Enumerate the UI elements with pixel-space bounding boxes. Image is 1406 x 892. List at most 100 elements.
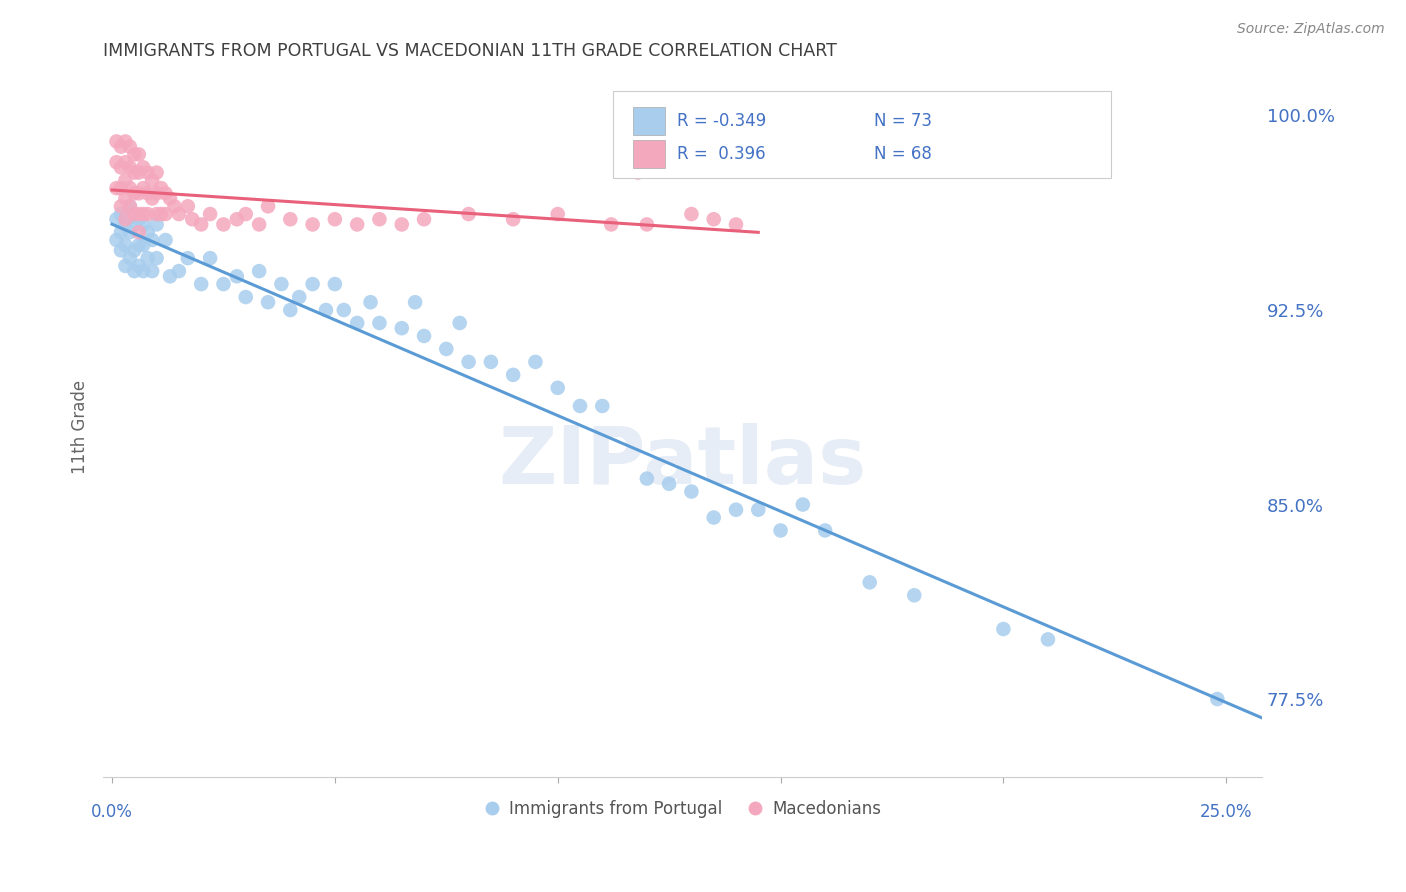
Point — [132, 207, 155, 221]
FancyBboxPatch shape — [633, 140, 665, 168]
Point — [124, 244, 146, 258]
Point — [128, 212, 150, 227]
Point — [141, 192, 163, 206]
Point — [128, 207, 150, 221]
Point — [502, 368, 524, 382]
Point — [368, 212, 391, 227]
Point — [136, 207, 159, 221]
Point — [150, 207, 173, 221]
Y-axis label: 11th Grade: 11th Grade — [72, 380, 89, 474]
Text: 25.0%: 25.0% — [1199, 803, 1253, 821]
Point — [150, 181, 173, 195]
Point — [235, 207, 257, 221]
Legend: Immigrants from Portugal, Macedonians: Immigrants from Portugal, Macedonians — [477, 793, 887, 824]
Point — [658, 476, 681, 491]
Point — [118, 161, 141, 175]
Point — [105, 212, 128, 227]
Point — [159, 192, 181, 206]
Point — [457, 355, 479, 369]
Point — [114, 173, 136, 187]
Point — [155, 207, 177, 221]
Point — [132, 238, 155, 252]
Text: N = 73: N = 73 — [873, 112, 932, 129]
Point — [346, 316, 368, 330]
Point — [141, 264, 163, 278]
Point — [167, 264, 190, 278]
Point — [128, 259, 150, 273]
Point — [627, 165, 650, 179]
Point — [155, 233, 177, 247]
Point — [136, 165, 159, 179]
Point — [323, 212, 346, 227]
Point — [128, 165, 150, 179]
Point — [360, 295, 382, 310]
Point — [247, 218, 270, 232]
Point — [903, 588, 925, 602]
Point — [600, 218, 623, 232]
Text: R =  0.396: R = 0.396 — [676, 145, 765, 162]
Point — [118, 251, 141, 265]
Point — [110, 139, 132, 153]
Point — [105, 155, 128, 169]
Point — [141, 233, 163, 247]
Point — [124, 147, 146, 161]
Point — [212, 218, 235, 232]
Point — [288, 290, 311, 304]
Point — [681, 484, 703, 499]
Point — [105, 181, 128, 195]
Point — [114, 155, 136, 169]
Point — [703, 212, 725, 227]
Point — [145, 186, 167, 201]
Point — [569, 399, 592, 413]
Text: IMMIGRANTS FROM PORTUGAL VS MACEDONIAN 11TH GRADE CORRELATION CHART: IMMIGRANTS FROM PORTUGAL VS MACEDONIAN 1… — [103, 42, 837, 60]
Point — [257, 199, 280, 213]
Point — [155, 186, 177, 201]
Point — [434, 342, 457, 356]
Point — [323, 277, 346, 291]
Point — [118, 181, 141, 195]
Point — [681, 207, 703, 221]
Point — [105, 135, 128, 149]
Point — [747, 502, 769, 516]
Point — [128, 186, 150, 201]
Point — [457, 207, 479, 221]
Point — [225, 269, 247, 284]
Point — [301, 277, 323, 291]
Point — [145, 207, 167, 221]
Point — [247, 264, 270, 278]
Point — [167, 207, 190, 221]
Text: ZIPatlas: ZIPatlas — [498, 423, 866, 500]
Point — [110, 199, 132, 213]
Point — [159, 269, 181, 284]
Point — [198, 251, 221, 265]
Point — [636, 218, 658, 232]
Point — [479, 355, 502, 369]
Point — [132, 181, 155, 195]
Point — [257, 295, 280, 310]
Point — [502, 212, 524, 227]
Point — [124, 207, 146, 221]
Point — [128, 225, 150, 239]
Point — [792, 498, 814, 512]
Point — [128, 238, 150, 252]
Point — [1036, 632, 1059, 647]
Point — [814, 524, 837, 538]
Point — [124, 218, 146, 232]
Point — [110, 225, 132, 239]
Point — [769, 524, 792, 538]
Text: Source: ZipAtlas.com: Source: ZipAtlas.com — [1237, 22, 1385, 37]
Point — [413, 329, 436, 343]
Point — [114, 259, 136, 273]
Point — [547, 381, 569, 395]
Point — [114, 192, 136, 206]
Point — [404, 295, 426, 310]
Point — [177, 199, 200, 213]
Point — [114, 238, 136, 252]
Point — [110, 161, 132, 175]
Point — [132, 264, 155, 278]
Point — [132, 161, 155, 175]
Point — [190, 218, 212, 232]
Point — [346, 218, 368, 232]
Point — [449, 316, 471, 330]
Point — [315, 303, 337, 318]
